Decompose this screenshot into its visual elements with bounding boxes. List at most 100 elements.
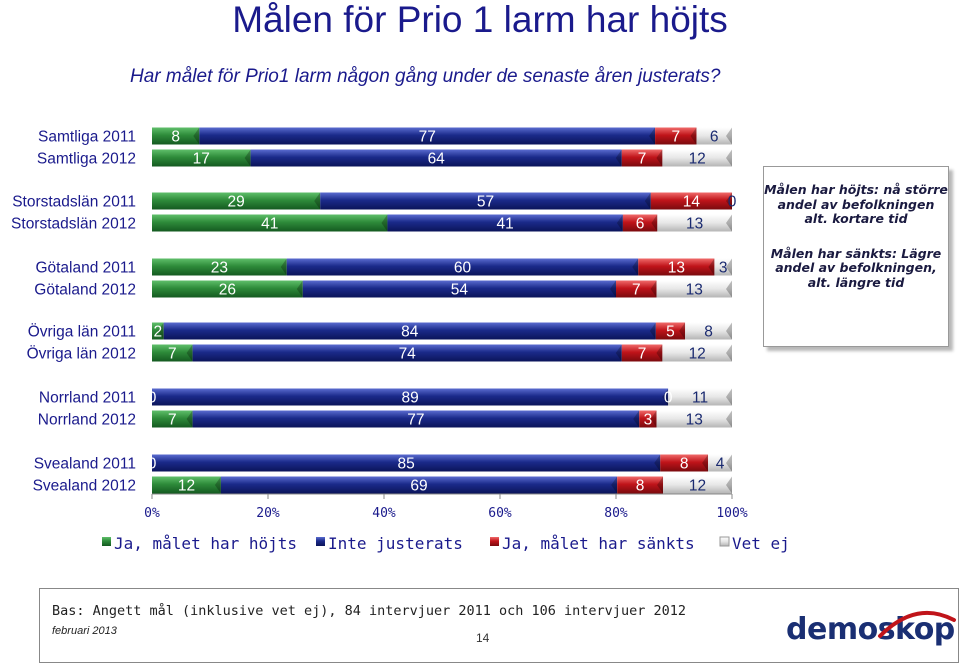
bar-segment-bevel [726, 388, 732, 406]
info-raised-text: Målen har höjts: nå större andel av befo… [764, 182, 948, 226]
footer-note: Bas: Angett mål (inklusive vet ej), 84 i… [52, 603, 686, 619]
bar-segment-bevel [193, 127, 200, 145]
bar-segment-bevel [611, 476, 618, 494]
category-label: Götaland 2011 [35, 260, 136, 277]
value-label: 6 [636, 216, 645, 233]
bar-segment-lowered [622, 214, 658, 232]
value-label: 8 [680, 456, 689, 473]
bar-segment-bevel [296, 280, 303, 298]
x-tick-label: 80% [604, 506, 628, 521]
bar-segment-bevel [654, 454, 661, 472]
legend-label: Inte justerats [328, 534, 463, 553]
legend-swatch-unknown [719, 536, 730, 547]
bar-segment-unchanged [220, 476, 618, 494]
value-label: 5 [666, 324, 675, 341]
category-label: Samtliga 2012 [37, 151, 136, 168]
bar-segment-raised [152, 322, 164, 340]
value-label: 60 [454, 260, 472, 277]
bar-segment-lowered [655, 127, 697, 145]
bar-segment-unknown [656, 280, 732, 298]
bar-segment-bevel [381, 214, 388, 232]
bar-segment-raised [152, 127, 200, 145]
value-label: 13 [686, 216, 703, 233]
bar-segment-raised [152, 214, 388, 232]
value-label: 0 [664, 390, 673, 407]
value-label: 12 [689, 478, 706, 495]
legend-swatch-raised [102, 537, 111, 546]
value-label: 17 [193, 151, 210, 168]
category-label: Samtliga 2011 [38, 129, 136, 146]
bar-segment-unknown [663, 476, 732, 494]
value-label: 12 [178, 478, 195, 495]
bar-segment-bevel [726, 476, 732, 494]
value-label: 8 [704, 324, 713, 341]
legend-label: Vet ej [732, 534, 790, 553]
bar-segment-bevel [679, 322, 686, 340]
value-label: 7 [638, 346, 647, 363]
bar-segment-bevel [702, 454, 709, 472]
value-label: 77 [407, 412, 424, 429]
value-label: 23 [211, 260, 228, 277]
legend: Ja, målet har höjts Inte justerats Ja, mål… [102, 534, 790, 553]
x-tick-label: 100% [716, 506, 747, 521]
x-tick-label: 0% [144, 506, 160, 521]
bar-segment-raised [152, 192, 321, 210]
value-label: 64 [428, 151, 446, 168]
stacked-bar-chart: Samtliga 2011 Samtliga 2012 Storstadslän 2… [11, 127, 790, 553]
value-label: 85 [397, 456, 414, 473]
bar-segment-bevel [708, 258, 715, 276]
bar-segment-unknown [685, 322, 732, 340]
page-title: Målen för Prio 1 larm har höjts [232, 0, 728, 40]
bar-segment-bevel [726, 410, 732, 428]
bar-segment-raised [152, 149, 251, 167]
bar-segment-bevel [214, 476, 221, 494]
value-label: 13 [686, 282, 703, 299]
bar-segment-bevel [157, 322, 164, 340]
value-label: 8 [171, 129, 180, 146]
bar-segment-bevel [649, 322, 656, 340]
bar-segment-raised [152, 476, 221, 494]
value-label: 74 [399, 346, 417, 363]
bar-segment-unchanged [152, 454, 661, 472]
bar-segment-bevel [651, 214, 658, 232]
legend-label: Ja, målet har sänkts [502, 534, 695, 553]
bar-segment-unchanged [320, 192, 651, 210]
bar-segment-unchanged [387, 214, 623, 232]
value-label: 12 [689, 151, 706, 168]
value-label: 7 [168, 412, 177, 429]
value-label: 69 [410, 478, 427, 495]
value-label: 13 [686, 412, 703, 429]
value-label: 4 [716, 456, 725, 473]
value-label: 13 [668, 260, 685, 277]
value-label: 57 [477, 194, 494, 211]
page-number: 14 [476, 631, 490, 645]
bar-segment-bevel [726, 192, 732, 210]
bar-segment-bevel [632, 258, 639, 276]
bar-segment-bevel [615, 149, 622, 167]
info-lowered-text: Målen har sänkts: Lägre andel av befolkn… [770, 245, 942, 290]
bar-segment-bevel [726, 214, 732, 232]
bar-segment-unknown [696, 127, 732, 145]
bar-segment-bevel [726, 322, 732, 340]
value-label: 12 [689, 346, 706, 363]
value-label: 3 [644, 412, 653, 429]
bar-segment-unchanged [192, 410, 640, 428]
value-label: 29 [227, 194, 244, 211]
category-label: Storstadslän 2012 [11, 216, 136, 233]
value-label: 41 [261, 216, 278, 233]
value-label: 77 [419, 129, 436, 146]
bar-segment-bevel [726, 454, 732, 472]
value-label: 7 [632, 282, 641, 299]
category-label: Götaland 2012 [34, 282, 136, 299]
value-label: 0 [148, 456, 157, 473]
category-label: Övriga län 2012 [27, 345, 136, 363]
category-label: Svealand 2011 [34, 456, 136, 473]
footer-date: februari 2013 [52, 625, 117, 637]
bar-segment-bevel [657, 476, 664, 494]
x-axis: 0% 20% 40% 60% 80% 100% [144, 493, 748, 521]
bar-segment-bevel [656, 149, 663, 167]
bar-segment-raised [152, 410, 193, 428]
bar-segment-bevel [726, 280, 732, 298]
bar-segment-bevel [314, 192, 321, 210]
